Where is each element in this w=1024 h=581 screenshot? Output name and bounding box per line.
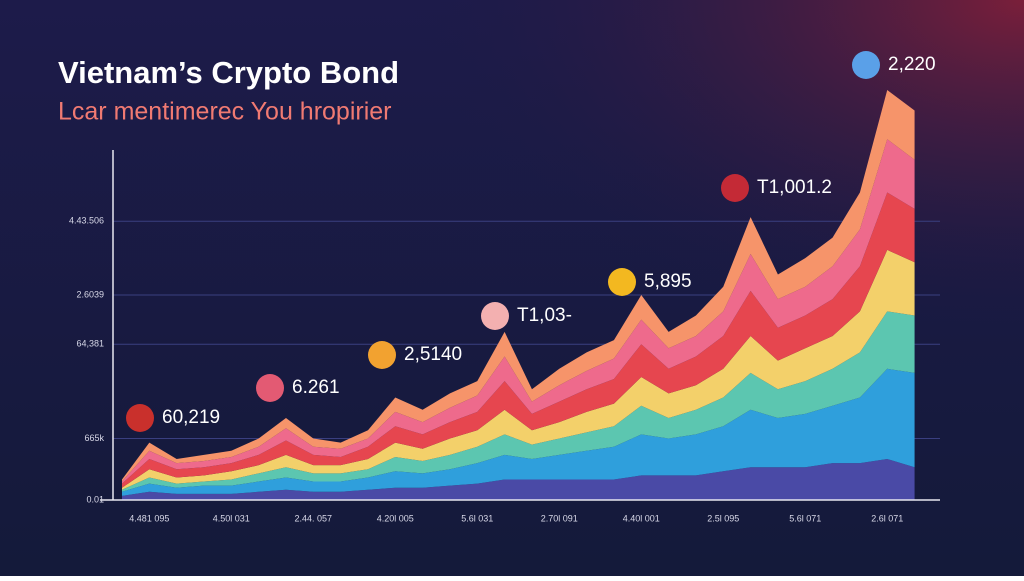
annotation-label: 60,219 [162, 407, 220, 428]
x-tick-label: 4.481 095 [129, 513, 169, 523]
y-tick-label: 0.01 [86, 494, 104, 504]
annotation-icon [368, 341, 396, 369]
x-tick-label: 2.6l 071 [871, 513, 903, 523]
x-tick-label: 2.5l 095 [707, 513, 739, 523]
annotation-icon [256, 374, 284, 402]
annotation-icon [608, 268, 636, 296]
x-tick-label: 2.70l 091 [541, 513, 578, 523]
chart-title: Vietnam’s Crypto Bond [58, 55, 399, 90]
chart-subtitle: Lcar mentimerec You hropirier [58, 98, 392, 126]
area-layer [122, 192, 915, 488]
annotation-label: T1,001.2 [757, 177, 832, 198]
area-layer [122, 368, 915, 496]
area-layer [122, 249, 915, 490]
annotation-label: 6.261 [292, 377, 340, 398]
y-tick-label: 2.6039 [76, 289, 104, 299]
annotation-label: 2,220 [888, 54, 936, 75]
y-tick-label: 4.43.506 [69, 216, 104, 226]
x-tick-label: 4.50l 031 [213, 513, 250, 523]
annotation-label: 2,5140 [404, 344, 462, 365]
annotation-icon [126, 404, 154, 432]
annotation-label: T1,03- [517, 305, 572, 326]
x-tick-label: 2.44. 057 [295, 513, 333, 523]
y-tick-label: 64,381 [76, 339, 104, 349]
annotation-icon [481, 302, 509, 330]
x-tick-label: 5.6l 031 [461, 513, 493, 523]
area-layer [122, 311, 915, 492]
annotation-icon [852, 51, 880, 79]
annotation-label: 5,895 [644, 271, 692, 292]
y-tick-label: 665k [84, 433, 104, 443]
x-tick-label: 4.20l 005 [377, 513, 414, 523]
annotation-icon [721, 174, 749, 202]
x-tick-label: 5.6l 071 [789, 513, 821, 523]
x-tick-label: 4.40l 001 [623, 513, 660, 523]
